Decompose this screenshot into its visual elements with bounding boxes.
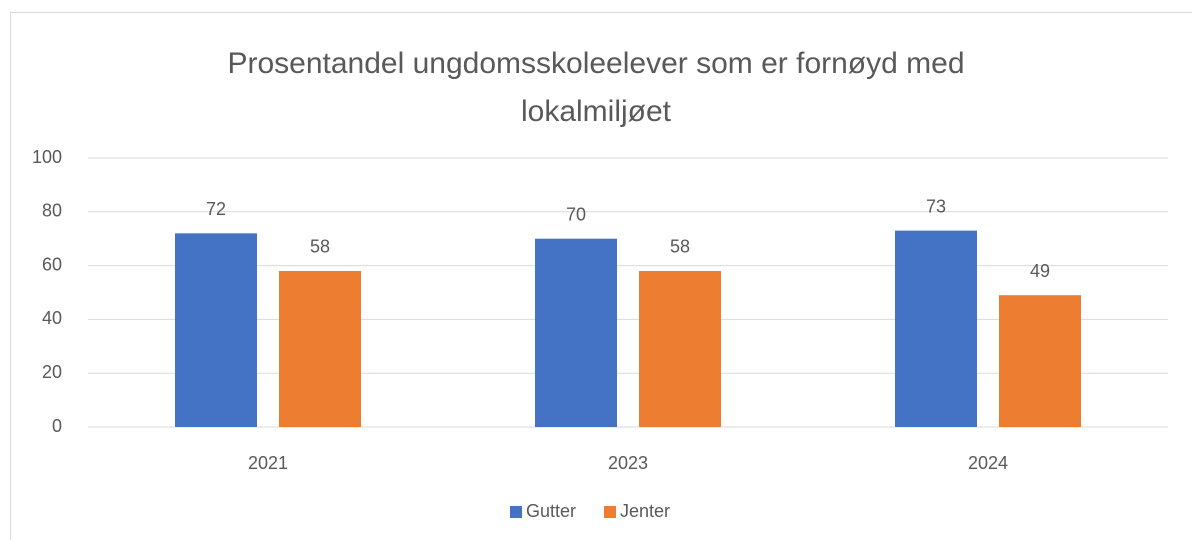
value-label: 49 [1030,261,1050,281]
bar [175,233,257,427]
value-label: 73 [926,196,946,216]
value-label: 72 [206,199,226,219]
y-tick-label: 100 [32,147,62,167]
value-label: 58 [310,237,330,257]
x-tick-label: 2023 [608,453,648,473]
bar [279,270,361,427]
legend-label: Gutter [526,501,576,521]
bar [999,295,1081,427]
value-label: 70 [566,204,586,224]
value-label: 58 [670,237,690,257]
y-tick-label: 20 [42,362,62,382]
bar [895,230,977,427]
y-tick-label: 60 [42,254,62,274]
chart-frame [10,12,1192,540]
y-tick-label: 80 [42,201,62,221]
y-tick-label: 40 [42,308,62,328]
chart-title: Prosentandel ungdomsskoleelever som er f… [227,47,965,128]
x-tick-label: 2021 [248,453,288,473]
y-tick-label: 0 [52,416,62,436]
legend-label: Jenter [620,501,670,521]
legend-swatch [604,506,616,518]
bar [639,270,721,427]
bar [535,238,617,427]
legend-swatch [510,506,522,518]
x-tick-label: 2024 [968,453,1008,473]
